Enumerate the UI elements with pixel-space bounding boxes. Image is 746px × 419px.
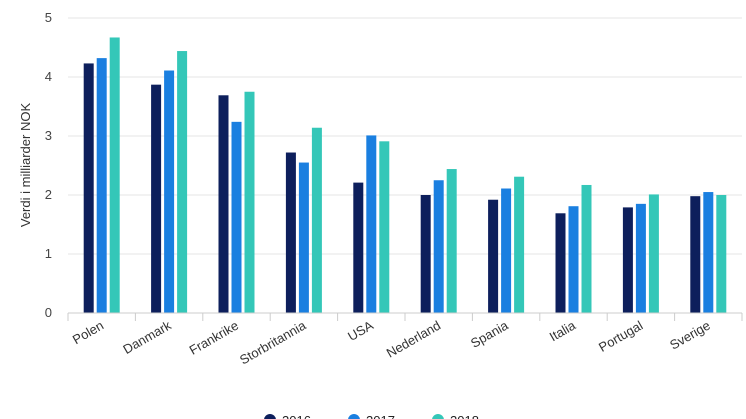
legend-label: 2017	[366, 413, 395, 419]
bar-2018-spania[interactable]	[514, 176, 525, 313]
x-tick-label: Portugal	[596, 318, 646, 355]
x-tick-label: Frankrike	[187, 318, 241, 358]
legend-label: 2016	[282, 413, 311, 419]
bar-2016-portugal[interactable]	[622, 207, 633, 313]
bars	[83, 37, 727, 314]
bar-2016-nederland[interactable]	[420, 195, 431, 313]
bar-2018-sverige[interactable]	[716, 195, 727, 313]
bar-2016-danmark[interactable]	[151, 84, 162, 313]
y-tick-label: 0	[45, 305, 52, 320]
bar-2017-portugal[interactable]	[635, 203, 646, 313]
bar-2018-danmark[interactable]	[177, 51, 188, 313]
x-tick-label: USA	[345, 317, 376, 344]
bar-2018-polen[interactable]	[109, 37, 120, 313]
legend-item-2018[interactable]: 2018	[432, 413, 479, 419]
axes: 0 1 2 3 4 5 Polen Danmark FrankrikeStorbritannia…	[45, 10, 743, 367]
bar-2017-storbritannia[interactable]	[298, 162, 309, 313]
bar-2017-italia[interactable]	[568, 206, 579, 313]
x-tick-label: Nederland	[384, 318, 443, 361]
x-tick-label: Sverige	[667, 318, 713, 353]
bar-2018-italia[interactable]	[581, 184, 592, 313]
bar-2017-spania[interactable]	[501, 188, 512, 313]
y-tick-label: 3	[45, 128, 52, 143]
legend-item-2017[interactable]: 2017	[348, 413, 395, 419]
bar-2017-frankrike[interactable]	[231, 121, 242, 313]
bar-2018-portugal[interactable]	[648, 194, 659, 313]
x-tick-label: Storbritannia	[237, 317, 309, 367]
bar-2018-usa[interactable]	[379, 141, 390, 313]
legend-label: 2018	[450, 413, 479, 419]
bar-2018-frankrike[interactable]	[244, 91, 255, 313]
bar-2016-usa[interactable]	[353, 182, 364, 313]
legend-swatch	[432, 414, 444, 419]
bar-2016-spania[interactable]	[488, 199, 499, 313]
bar-2016-storbritannia[interactable]	[285, 152, 296, 313]
bar-2017-sverige[interactable]	[703, 192, 714, 313]
bar-2018-storbritannia[interactable]	[311, 127, 322, 314]
y-axis-title: Verdi i milliarder NOK	[18, 103, 33, 228]
legend-item-2016[interactable]: 2016	[264, 413, 311, 419]
bar-2016-sverige[interactable]	[690, 196, 701, 313]
bar-2018-nederland[interactable]	[446, 169, 457, 313]
y-tick-label: 5	[45, 10, 52, 25]
x-tick-label: Spania	[468, 317, 511, 351]
y-tick-label: 1	[45, 246, 52, 261]
x-tick-label: Polen	[70, 318, 106, 348]
bar-2016-frankrike[interactable]	[218, 95, 229, 313]
legend-swatch	[264, 414, 276, 419]
bar-2016-italia[interactable]	[555, 213, 566, 313]
y-tick-label: 4	[45, 69, 52, 84]
bar-2017-nederland[interactable]	[433, 180, 444, 313]
bar-2017-danmark[interactable]	[164, 70, 175, 313]
y-tick-label: 2	[45, 187, 52, 202]
x-tick-label: Italia	[547, 317, 579, 344]
x-tick-label: Danmark	[120, 317, 174, 357]
legend-swatch	[348, 414, 360, 419]
bar-2017-usa[interactable]	[366, 135, 377, 313]
bar-2017-polen[interactable]	[96, 58, 107, 314]
bar-2016-polen[interactable]	[83, 63, 94, 314]
legend[interactable]: 2016 2017 2018	[264, 413, 479, 419]
